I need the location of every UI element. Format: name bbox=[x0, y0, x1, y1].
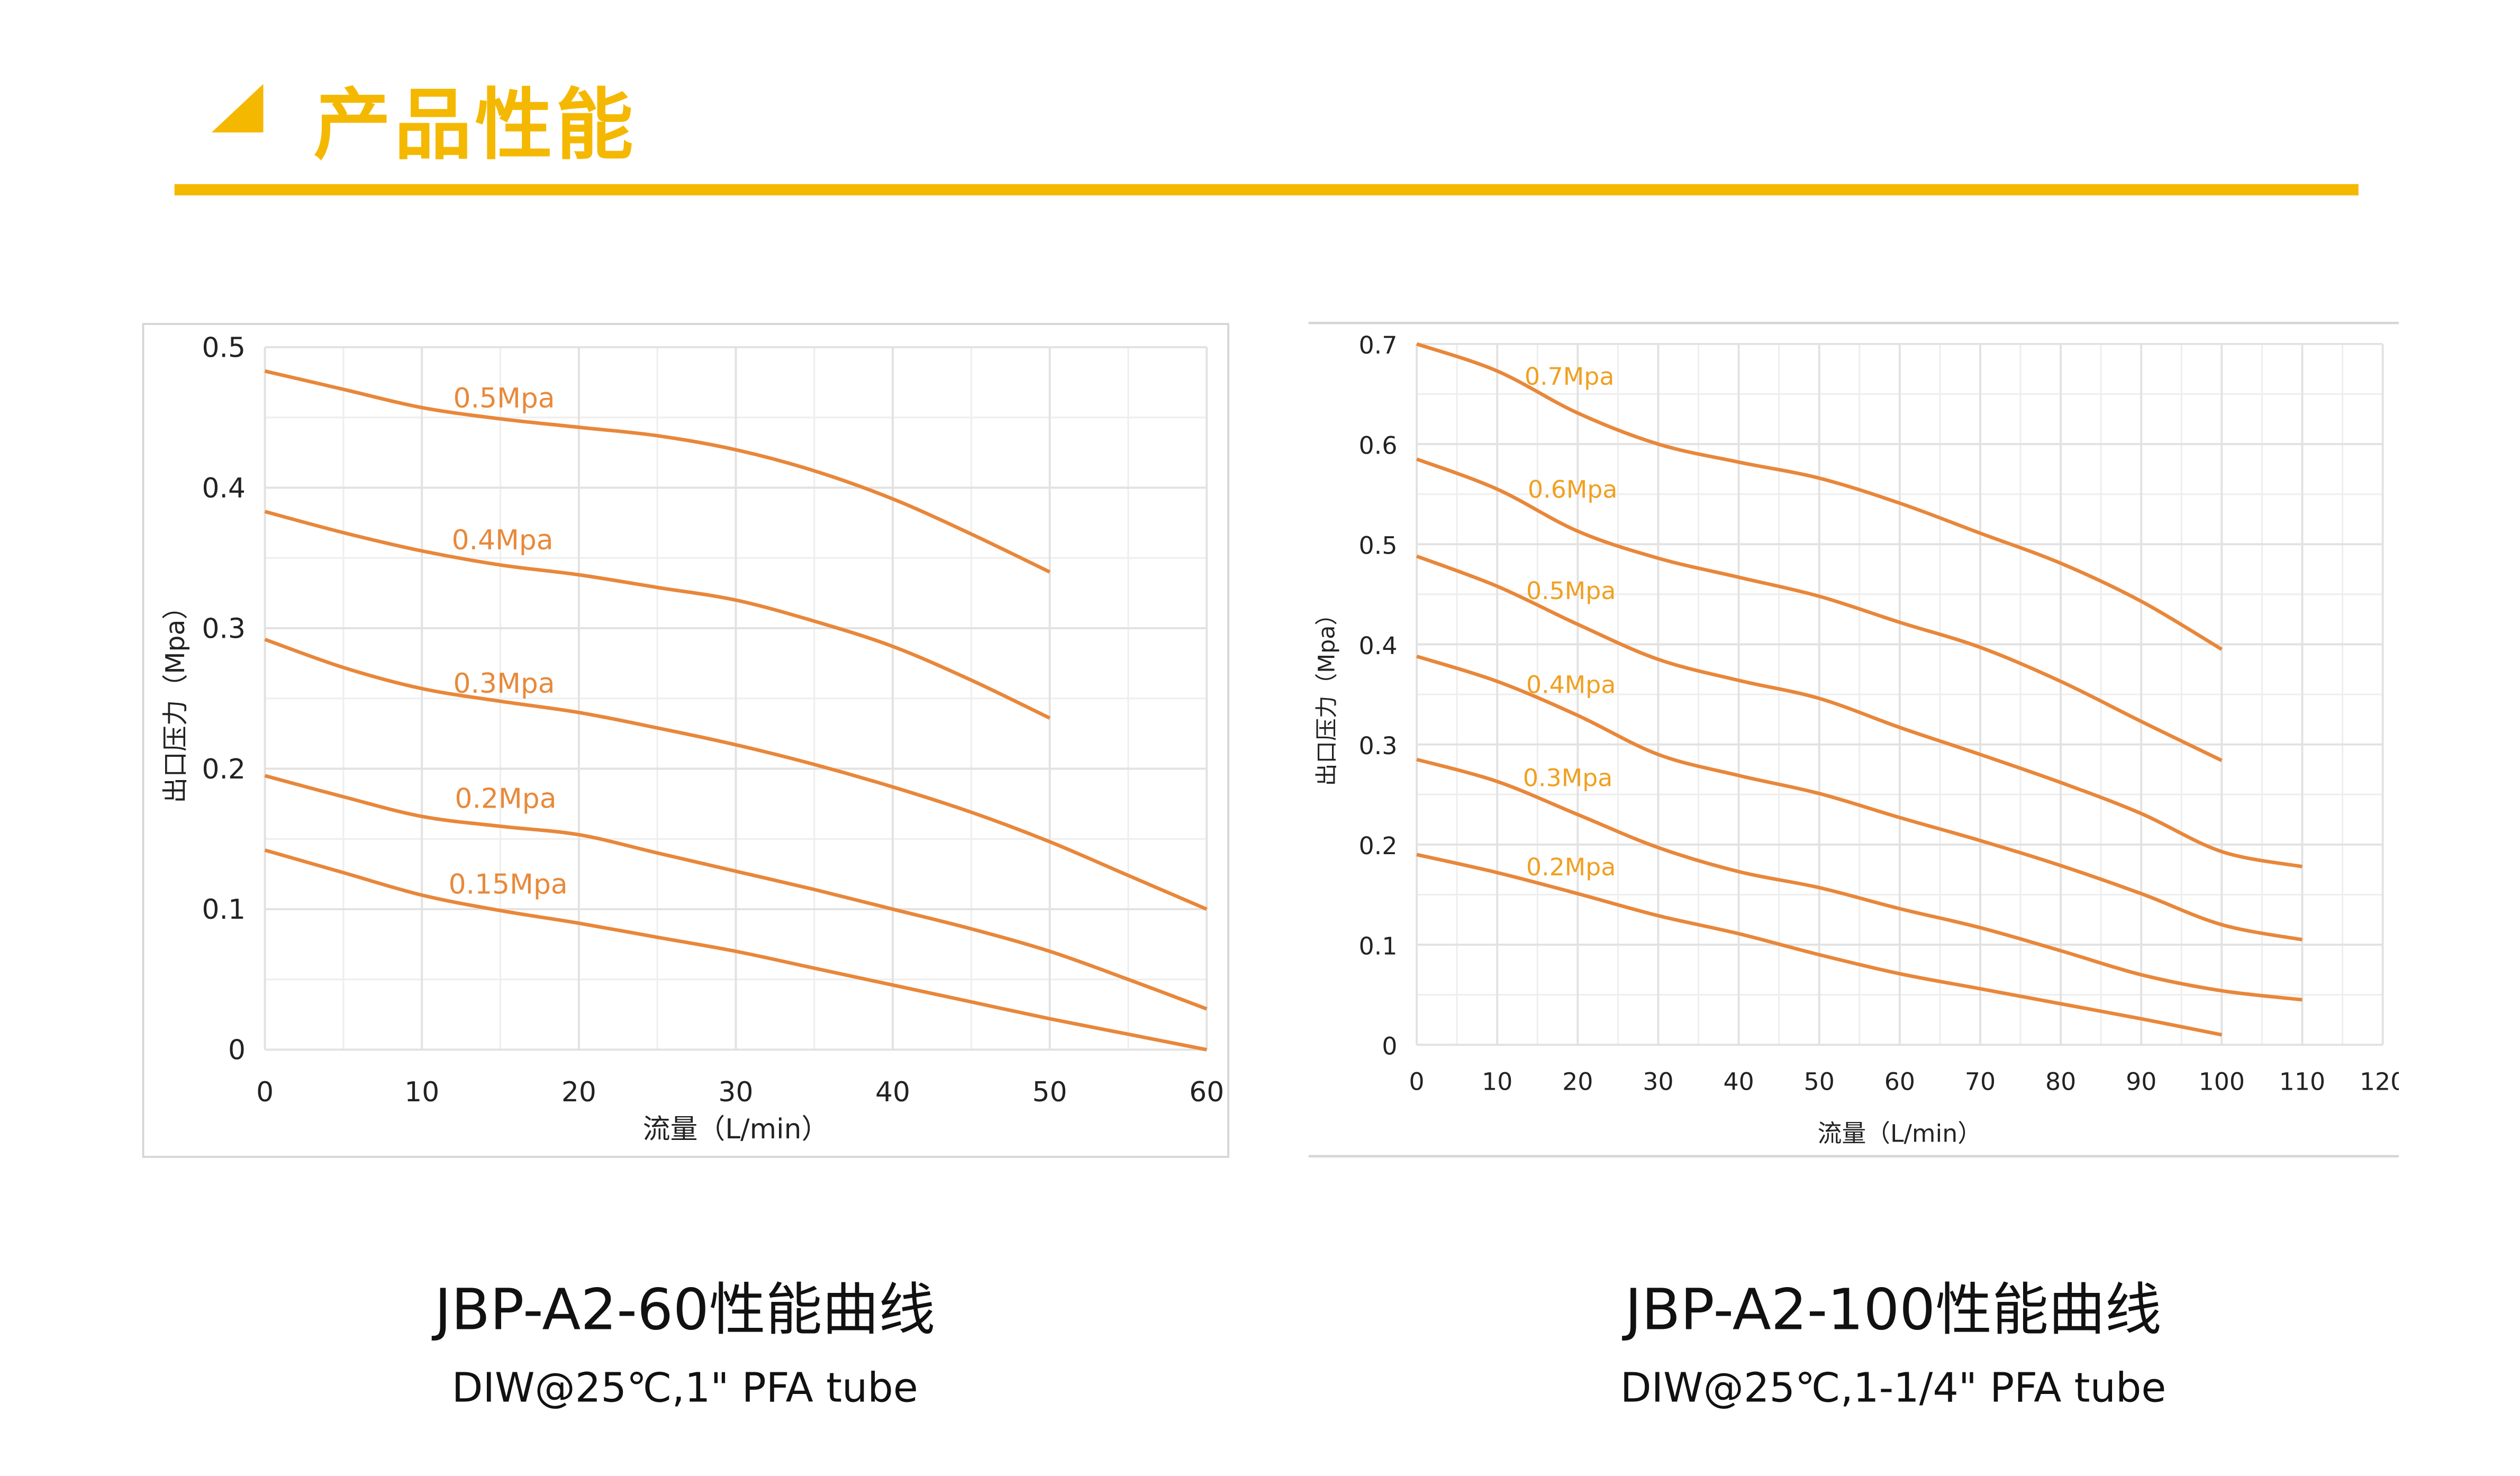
chart-subcaption-2: DIW@25℃,1-1/4" PFA tube bbox=[1620, 1364, 2167, 1411]
y-tick-label: 0.5 bbox=[1359, 532, 1398, 560]
series-label: 0.3Mpa bbox=[454, 668, 555, 700]
series-label: 0.15Mpa bbox=[449, 868, 568, 900]
series-label: 0.6Mpa bbox=[1528, 476, 1617, 504]
y-tick-label: 0 bbox=[1382, 1033, 1397, 1061]
y-axis-label: 出口压力（Mpa） bbox=[1313, 603, 1340, 786]
series-line-0-4mpa bbox=[1416, 655, 2303, 941]
section-title: 产品性能 bbox=[313, 80, 637, 171]
series-line-0-2mpa bbox=[1416, 853, 2222, 1037]
y-tick-label: 0.4 bbox=[202, 473, 246, 504]
y-tick-label: 0.6 bbox=[1359, 431, 1398, 459]
x-tick-label: 30 bbox=[1643, 1068, 1673, 1096]
x-tick-label: 80 bbox=[2045, 1068, 2076, 1096]
series-line-0-7mpa bbox=[1416, 342, 2223, 651]
y-tick-label: 0.2 bbox=[1359, 832, 1398, 860]
series-line-0-2mpa bbox=[264, 774, 1208, 1011]
x-tick-label: 70 bbox=[1965, 1068, 1996, 1096]
y-tick-label: 0.2 bbox=[202, 754, 246, 785]
y-tick-label: 0.3 bbox=[202, 613, 246, 645]
chart-caption-1: JBP-A2-60性能曲线 bbox=[434, 1279, 936, 1344]
x-tick-label: 0 bbox=[1409, 1068, 1425, 1096]
x-tick-label: 50 bbox=[1032, 1076, 1067, 1108]
series-label: 0.7Mpa bbox=[1525, 363, 1614, 391]
x-tick-label: 90 bbox=[2126, 1068, 2156, 1096]
y-tick-label: 0.7 bbox=[1359, 331, 1398, 359]
x-tick-label: 40 bbox=[875, 1076, 910, 1108]
chart-frame bbox=[141, 322, 1230, 1158]
series-label: 0.5Mpa bbox=[1526, 577, 1616, 605]
x-axis-label: 流量（L/min） bbox=[1818, 1119, 1982, 1147]
series-label: 0.4Mpa bbox=[1526, 671, 1616, 699]
y-tick-label: 0 bbox=[228, 1035, 246, 1066]
series-label: 0.5Mpa bbox=[454, 383, 555, 414]
chart-jbp-a2-100: 0 10 20 30 40 50 60 70 80 90 100 110 120 0 0.1 0.2 0.3 0.… bbox=[1308, 321, 2406, 1158]
x-tick-label: 20 bbox=[561, 1076, 596, 1108]
x-tick-label: 40 bbox=[1723, 1068, 1754, 1096]
y-tick-label: 0.4 bbox=[1359, 632, 1398, 660]
title-divider bbox=[174, 184, 2359, 196]
chart-svg: 0 10 20 30 40 50 60 70 80 90 100 110 120 0 0.1 0.2 0.3 0.… bbox=[1308, 321, 2406, 1158]
x-tick-label: 50 bbox=[1804, 1068, 1835, 1096]
x-tick-label: 10 bbox=[404, 1076, 439, 1108]
series-line-0-4mpa bbox=[264, 510, 1051, 720]
series-label: 0.3Mpa bbox=[1523, 764, 1612, 792]
x-tick-label: 60 bbox=[1884, 1068, 1915, 1096]
series-line-0-5mpa bbox=[1416, 554, 2303, 868]
y-tick-label: 0.1 bbox=[1359, 932, 1398, 960]
y-tick-label: 0.3 bbox=[1359, 732, 1398, 760]
x-tick-label: 120 bbox=[2360, 1068, 2399, 1096]
series-label: 0.2Mpa bbox=[1526, 853, 1616, 881]
x-tick-label: 10 bbox=[1482, 1068, 1512, 1096]
y-tick-label: 0.1 bbox=[202, 894, 246, 926]
y-tick-label: 0.5 bbox=[202, 332, 246, 364]
x-tick-label: 20 bbox=[1562, 1068, 1593, 1096]
chart-caption-2: JBP-A2-100性能曲线 bbox=[1625, 1279, 2162, 1344]
series-line-0-15mpa bbox=[264, 848, 1207, 1052]
series-line-0-5mpa bbox=[264, 369, 1051, 574]
y-axis-label: 出口压力（Mpa） bbox=[160, 594, 191, 803]
x-tick-label: 110 bbox=[2279, 1068, 2325, 1096]
chart-svg: 0 10 20 30 40 50 60 0 0.1 0.2 0.3 0.4 0.5 流量（L/min） 出口… bbox=[141, 322, 1230, 1158]
chart-jbp-a2-60: 0 10 20 30 40 50 60 0 0.1 0.2 0.3 0.4 0.5 流量（L/min） 出口… bbox=[141, 322, 1230, 1158]
chart-subcaption-1: DIW@25℃,1" PFA tube bbox=[451, 1364, 918, 1411]
series-line-0-3mpa bbox=[264, 638, 1208, 911]
series-label: 0.4Mpa bbox=[452, 524, 554, 556]
x-tick-label: 0 bbox=[256, 1076, 274, 1108]
x-axis-label: 流量（L/min） bbox=[643, 1113, 829, 1145]
series-line-0-3mpa bbox=[1416, 757, 2303, 1002]
series-line-0-6mpa bbox=[1416, 457, 2223, 762]
triangle-marker-icon bbox=[211, 84, 264, 133]
x-tick-label: 100 bbox=[2199, 1068, 2245, 1096]
x-tick-label: 60 bbox=[1189, 1076, 1224, 1108]
x-tick-label: 30 bbox=[718, 1076, 753, 1108]
series-label: 0.2Mpa bbox=[455, 783, 557, 815]
